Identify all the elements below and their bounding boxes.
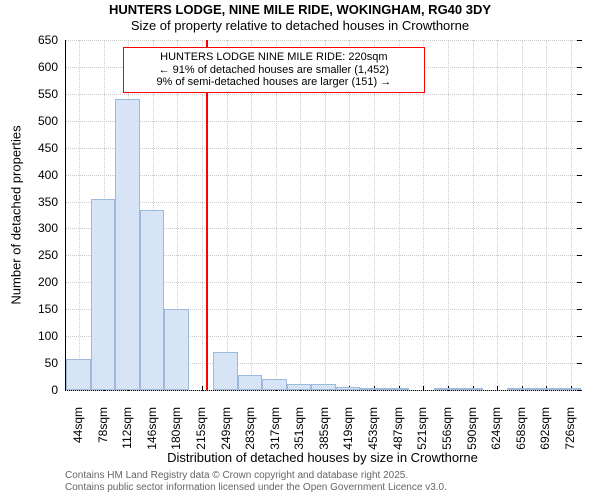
xtick-label: 351sqm: [292, 407, 306, 450]
xtick-label: 112sqm: [120, 407, 134, 449]
ytick-mark: [577, 175, 582, 176]
histogram-bar: [385, 388, 410, 390]
xtick-label: 78sqm: [96, 407, 110, 443]
annotation-line: HUNTERS LODGE NINE MILE RIDE: 220sqm: [130, 51, 418, 64]
gridline-vertical: [546, 40, 547, 390]
ytick-mark: [577, 390, 582, 391]
histogram-bar: [556, 388, 581, 390]
xtick-label: 317sqm: [268, 407, 282, 450]
histogram-bar: [287, 384, 312, 390]
gridline-vertical: [571, 40, 572, 390]
xtick-label: 44sqm: [71, 407, 85, 443]
annotation-line: ← 91% of detached houses are smaller (1,…: [130, 64, 418, 77]
histogram-bar: [164, 309, 189, 390]
xtick-label: 453sqm: [366, 407, 380, 450]
histogram-bar: [336, 387, 361, 390]
plot-area: HUNTERS LODGE NINE MILE RIDE: 220sqm← 91…: [65, 40, 581, 391]
ytick-label: 0: [51, 383, 58, 397]
ytick-label: 300: [38, 221, 58, 235]
xtick-label: 283sqm: [243, 407, 257, 450]
ytick-label: 500: [38, 114, 58, 128]
histogram-bar: [507, 388, 532, 390]
ytick-label: 50: [45, 356, 58, 370]
ytick-mark: [577, 67, 582, 68]
ytick-mark: [577, 309, 582, 310]
xtick-label: 419sqm: [341, 407, 355, 450]
histogram-bar: [458, 388, 483, 390]
footer-line: Contains HM Land Registry data © Crown c…: [65, 470, 447, 482]
ytick-mark: [577, 228, 582, 229]
xtick-label: 215sqm: [194, 407, 208, 450]
xtick-label: 692sqm: [538, 407, 552, 450]
ytick-mark: [577, 121, 582, 122]
ytick-mark: [577, 336, 582, 337]
ytick-mark: [577, 94, 582, 95]
xtick-label: 624sqm: [489, 407, 503, 450]
histogram-bar: [360, 388, 385, 390]
xtick-mark: [497, 386, 498, 391]
histogram-bar: [238, 375, 263, 390]
xtick-mark: [202, 386, 203, 391]
ytick-mark: [577, 40, 582, 41]
ytick-mark: [577, 363, 582, 364]
histogram-bar: [532, 388, 557, 390]
ytick-label: 250: [38, 248, 58, 262]
chart-title: HUNTERS LODGE, NINE MILE RIDE, WOKINGHAM…: [0, 0, 600, 18]
gridline-horizontal: [66, 148, 581, 149]
xtick-label: 726sqm: [563, 407, 577, 450]
gridline-horizontal: [66, 390, 581, 391]
gridline-vertical: [522, 40, 523, 390]
ytick-label: 450: [38, 141, 58, 155]
ytick-label: 150: [38, 302, 58, 316]
xtick-label: 180sqm: [169, 407, 183, 450]
xtick-label: 521sqm: [415, 407, 429, 450]
xtick-label: 487sqm: [391, 407, 405, 450]
gridline-horizontal: [66, 202, 581, 203]
gridline-vertical: [497, 40, 498, 390]
ytick-label: 550: [38, 87, 58, 101]
gridline-vertical: [79, 40, 80, 390]
ytick-mark: [577, 148, 582, 149]
annotation-line: 9% of semi-detached houses are larger (1…: [130, 76, 418, 89]
y-axis-label: Number of detached properties: [9, 125, 24, 304]
histogram-bar: [311, 384, 336, 390]
xtick-label: 556sqm: [440, 407, 454, 450]
histogram-bar: [434, 388, 459, 390]
ytick-label: 400: [38, 168, 58, 182]
histogram-bar: [66, 359, 91, 390]
histogram-bar: [91, 199, 116, 390]
xtick-label: 249sqm: [219, 407, 233, 450]
ytick-label: 100: [38, 329, 58, 343]
xtick-mark: [423, 386, 424, 391]
gridline-horizontal: [66, 40, 581, 41]
gridline-horizontal: [66, 94, 581, 95]
ytick-label: 600: [38, 60, 58, 74]
ytick-mark: [577, 255, 582, 256]
gridline-horizontal: [66, 175, 581, 176]
histogram-bar: [115, 99, 140, 390]
ytick-mark: [577, 282, 582, 283]
xtick-label: 146sqm: [145, 407, 159, 450]
ytick-mark: [577, 202, 582, 203]
ytick-label: 200: [38, 275, 58, 289]
gridline-vertical: [448, 40, 449, 390]
gridline-horizontal: [66, 121, 581, 122]
annotation-box: HUNTERS LODGE NINE MILE RIDE: 220sqm← 91…: [123, 47, 425, 93]
footer-line: Contains public sector information licen…: [65, 482, 447, 494]
gridline-vertical: [473, 40, 474, 390]
xtick-label: 385sqm: [317, 407, 331, 450]
ytick-label: 350: [38, 195, 58, 209]
histogram-bar: [140, 210, 165, 390]
xtick-label: 590sqm: [465, 407, 479, 450]
chart-subtitle: Size of property relative to detached ho…: [0, 18, 600, 34]
histogram-bar: [262, 379, 287, 390]
histogram-bar: [213, 352, 238, 390]
xtick-label: 658sqm: [514, 407, 528, 450]
footer-attribution: Contains HM Land Registry data © Crown c…: [65, 470, 447, 493]
x-axis-label: Distribution of detached houses by size …: [167, 450, 478, 465]
ytick-label: 650: [38, 33, 58, 47]
chart-container: HUNTERS LODGE, NINE MILE RIDE, WOKINGHAM…: [0, 0, 600, 500]
